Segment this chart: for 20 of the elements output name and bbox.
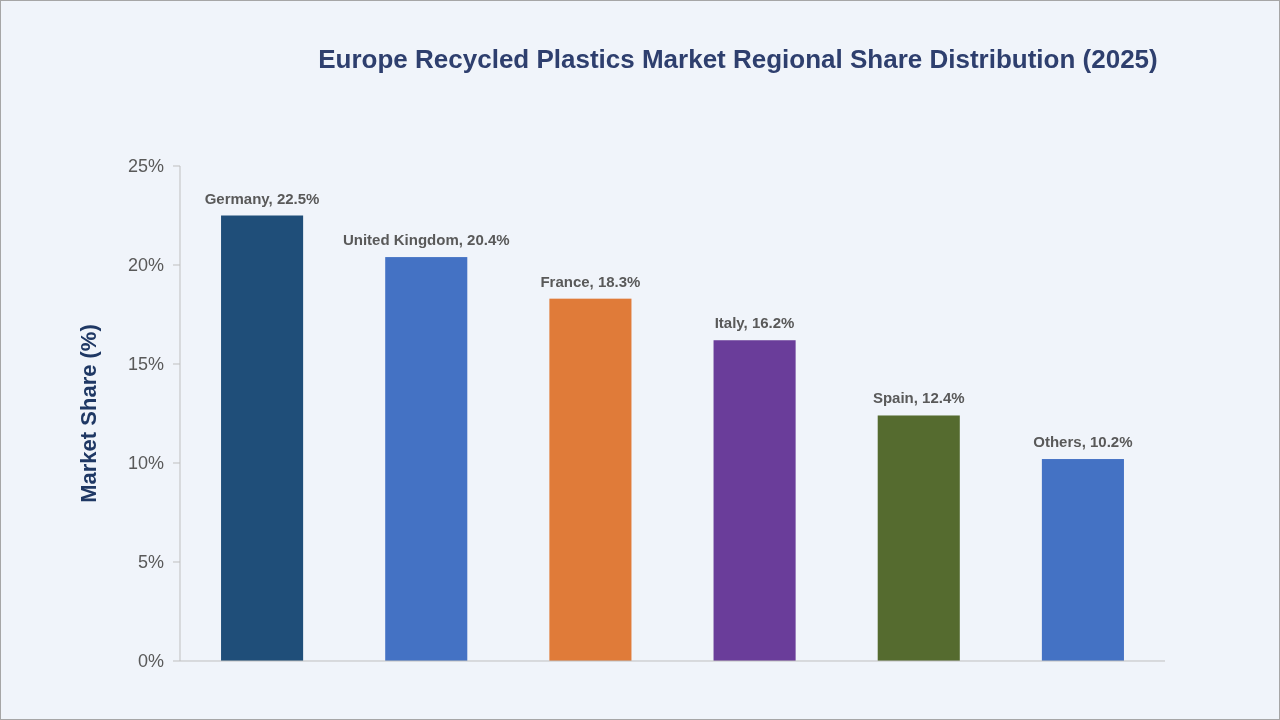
y-tick-label: 20% (127, 255, 164, 276)
y-tick-label: 10% (127, 453, 164, 474)
bar (1041, 459, 1124, 661)
bar (385, 257, 468, 661)
y-tick-label: 25% (127, 156, 164, 177)
data-label: Italy, 16.2% (714, 314, 795, 332)
bar (549, 298, 632, 661)
data-label: Others, 10.2% (1033, 433, 1133, 451)
y-tick-label: 0% (137, 651, 164, 672)
data-label: France, 18.3% (540, 272, 641, 290)
chart-title: Europe Recycled Plastics Market Regional Share Distribution (2025) (318, 44, 1158, 74)
bar (221, 215, 304, 661)
bar (877, 415, 960, 661)
y-tick-label: 5% (137, 552, 164, 573)
data-label: Spain, 12.4% (872, 389, 965, 407)
data-label: United Kingdom, 20.4% (342, 231, 510, 249)
data-label: Germany, 22.5% (204, 189, 320, 207)
y-axis-title: Market Share (%) (76, 324, 101, 503)
y-tick-label: 15% (127, 354, 164, 375)
bar (713, 340, 796, 661)
